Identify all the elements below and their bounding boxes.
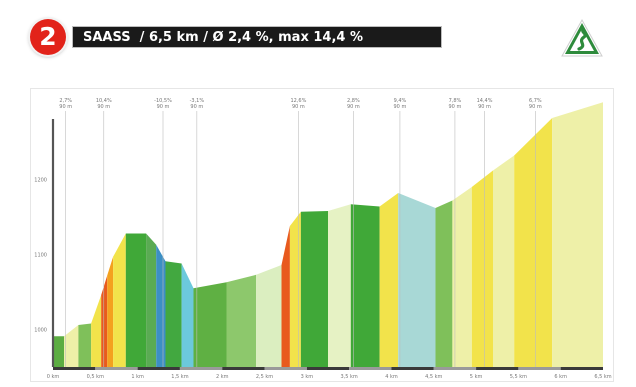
- profile-segment-4: [91, 295, 102, 367]
- grade-marker-sub-10: 90 m: [529, 104, 542, 110]
- x-tick-label-1: 0 km: [47, 374, 60, 380]
- profile-segment-19: [328, 204, 351, 367]
- profile-segment-27: [514, 118, 553, 367]
- x-tick-label-13: 6 km: [554, 374, 567, 380]
- x-tick-label-11: 5 km: [470, 374, 483, 380]
- km-scale-bar-5: [222, 367, 265, 370]
- grade-marker-sub-4: 90 m: [190, 104, 203, 110]
- profile-segment-13: [193, 282, 227, 367]
- grade-marker-label-3: -10,5%: [154, 98, 172, 104]
- profile-segment-21: [379, 193, 399, 367]
- profile-segment-7: [113, 233, 126, 367]
- profile-segment-10: [156, 244, 166, 367]
- grade-marker-sub-2: 90 m: [97, 104, 110, 110]
- x-tick-label-7: 3 km: [301, 374, 314, 380]
- profile-segment-14: [226, 274, 257, 367]
- profile-segment-22: [398, 193, 436, 367]
- profile-segment-23: [435, 200, 453, 367]
- x-tick-label-12: 5,5 km: [510, 374, 527, 380]
- stage-number-badge: 2: [30, 19, 66, 55]
- profile-segment-9: [146, 233, 157, 367]
- km-scale-bar-1: [53, 367, 96, 370]
- profile-segment-6: [107, 256, 114, 367]
- profile-segment-20: [350, 204, 380, 367]
- profile-segment-25: [471, 170, 493, 367]
- km-scale-bar-3: [137, 367, 180, 370]
- grade-marker-sub-1: 90 m: [59, 104, 72, 110]
- profile-segment-3: [78, 323, 92, 367]
- grade-marker-sub-6: 90 m: [347, 104, 360, 110]
- grade-marker-label-5: 12,6%: [290, 98, 306, 104]
- grade-marker-sub-3: 90 m: [157, 104, 170, 110]
- climb-road-sign-icon: [561, 18, 603, 57]
- km-scale-bar-4: [179, 367, 223, 370]
- grade-marker-label-7: 9,4%: [394, 98, 407, 104]
- profile-segment-17: [289, 211, 301, 367]
- profile-segment-15: [256, 265, 282, 367]
- x-tick-label-10: 4,5 km: [425, 374, 442, 380]
- grade-marker-label-4: -3,1%: [190, 98, 205, 104]
- x-tick-label-5: 2 km: [216, 374, 229, 380]
- x-tick-label-8: 3,5 km: [340, 374, 357, 380]
- x-tick-label-6: 2,5 km: [256, 374, 273, 380]
- grade-marker-label-8: 7,8%: [449, 98, 462, 104]
- elevation-profile-chart: 2,7%90 m10,4%90 m-10,5%90 m-3,1%90 m12,6…: [34, 98, 612, 380]
- profile-segment-11: [165, 261, 182, 367]
- grade-marker-label-9: 14,4%: [477, 98, 493, 104]
- y-tick-label-3: 1200: [34, 178, 47, 184]
- profile-segment-16: [281, 226, 290, 367]
- grade-marker-sub-9: 90 m: [478, 104, 491, 110]
- profile-segment-2: [64, 325, 79, 367]
- y-tick-label-1: 1000: [34, 328, 47, 334]
- profile-segment-24: [452, 187, 472, 367]
- profile-segment-5: [101, 275, 108, 367]
- km-scale-bar-10: [433, 367, 477, 370]
- y-tick-label-2: 1100: [34, 253, 47, 259]
- grade-marker-label-6: 2,8%: [347, 98, 360, 104]
- profile-segment-12: [181, 263, 194, 367]
- stage-header: 2 SAASS / 6,5 km / Ø 2,4 %, max 14,4 %: [28, 18, 628, 62]
- profile-segment-18: [300, 211, 328, 367]
- x-tick-label-2: 0,5 km: [87, 374, 104, 380]
- km-scale-bar-2: [95, 367, 138, 370]
- km-scale-bar-12: [518, 367, 561, 370]
- km-scale-bar-7: [306, 367, 350, 370]
- grade-marker-label-1: 2,7%: [59, 98, 72, 104]
- climb-title: SAASS / 6,5 km / Ø 2,4 %, max 14,4 %: [72, 26, 442, 48]
- grade-marker-sub-7: 90 m: [394, 104, 407, 110]
- elevation-profile-panel: 2,7% 90 m 10,4% 90 m -10,5% 90 m -3,1% 90 m 12,6…: [30, 88, 614, 382]
- x-tick-label-14: 6,5 km: [594, 374, 611, 380]
- km-scale-bar-9: [391, 367, 434, 370]
- profile-segment-1: [53, 336, 64, 367]
- grade-marker-sub-8: 90 m: [449, 104, 462, 110]
- km-scale-bar-8: [349, 367, 392, 370]
- x-tick-label-9: 4 km: [385, 374, 398, 380]
- km-scale-bar-6: [264, 367, 307, 370]
- profile-segment-28: [552, 102, 603, 368]
- km-scale-bar-11: [476, 367, 519, 370]
- grade-marker-sub-5: 90 m: [292, 104, 305, 110]
- profile-segment-26: [493, 155, 515, 367]
- profile-segment-8: [125, 233, 147, 367]
- grade-marker-label-2: 10,4%: [96, 98, 112, 104]
- x-tick-label-4: 1,5 km: [171, 374, 188, 380]
- km-scale-bar-13: [560, 367, 603, 370]
- x-tick-label-3: 1 km: [131, 374, 144, 380]
- grade-marker-label-10: 6,7%: [529, 98, 542, 104]
